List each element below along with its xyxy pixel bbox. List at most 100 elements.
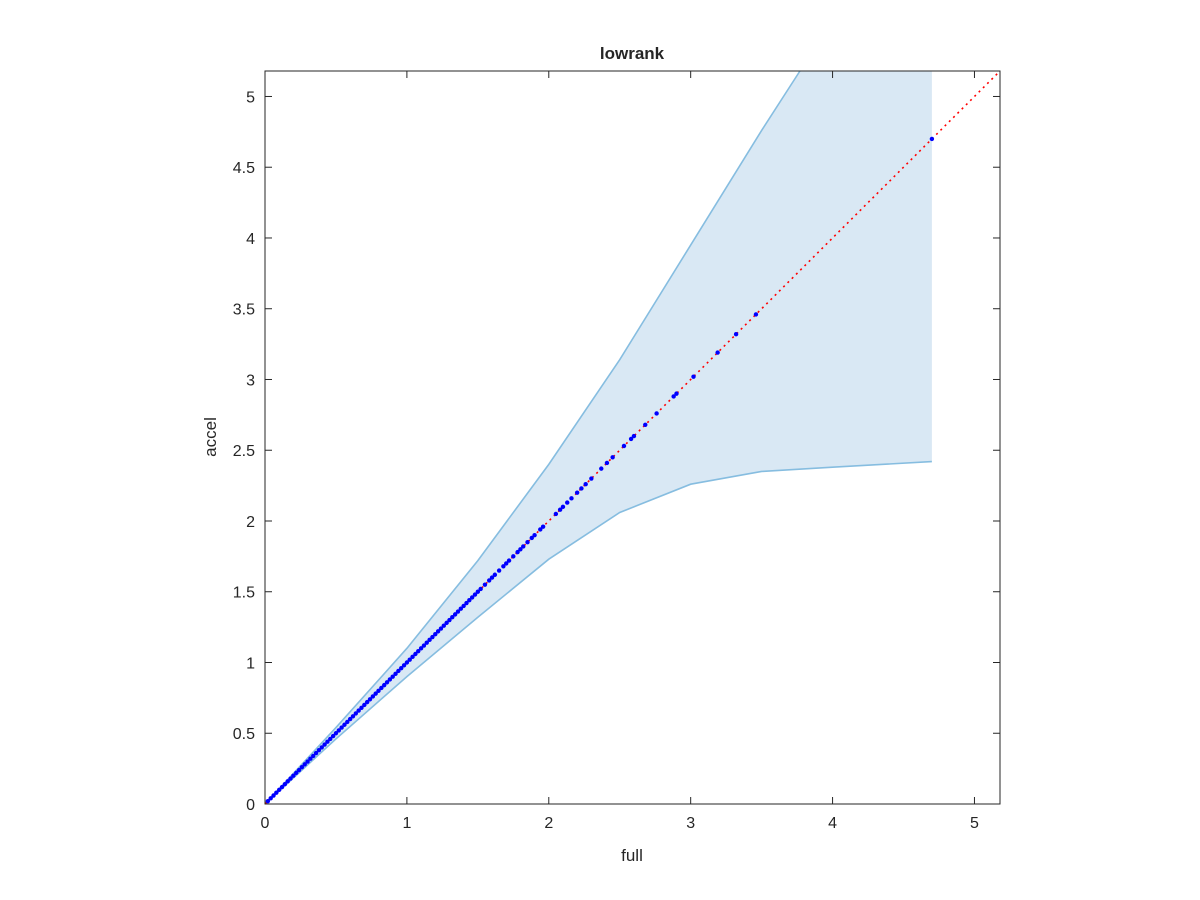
- data-points: [265, 136, 935, 804]
- data-point: [472, 592, 478, 597]
- data-point: [643, 422, 648, 427]
- data-point: [274, 790, 279, 795]
- data-point: [308, 756, 313, 761]
- data-point: [733, 332, 739, 337]
- y-tick-label: 1: [246, 655, 255, 672]
- y-axis-label: accel: [201, 417, 220, 457]
- data-point: [379, 685, 384, 691]
- data-point: [450, 615, 455, 620]
- data-point: [538, 527, 543, 532]
- data-point: [401, 663, 407, 668]
- data-point: [305, 759, 310, 764]
- data-point: [364, 699, 370, 705]
- data-point: [506, 558, 512, 563]
- data-point: [525, 540, 530, 545]
- data-point: [492, 572, 498, 577]
- data-point: [390, 674, 395, 679]
- data-point: [489, 575, 495, 580]
- data-point: [438, 626, 444, 631]
- data-point: [421, 643, 427, 648]
- data-point: [631, 433, 637, 439]
- data-point: [296, 767, 302, 773]
- data-point: [464, 600, 469, 606]
- x-tick-label: 4: [828, 815, 837, 832]
- data-point: [529, 535, 534, 541]
- y-tick-label: 2: [246, 514, 255, 531]
- x-tick-label: 5: [970, 815, 979, 832]
- data-point: [478, 586, 483, 592]
- data-point: [336, 728, 341, 733]
- data-point: [416, 648, 421, 654]
- data-point: [319, 745, 324, 750]
- data-point: [291, 773, 296, 778]
- data-point: [404, 660, 410, 665]
- data-point: [265, 798, 271, 804]
- data-point: [579, 486, 584, 491]
- data-point: [279, 784, 285, 790]
- data-point: [557, 507, 563, 512]
- data-point: [501, 564, 506, 569]
- data-point: [444, 620, 449, 626]
- data-point: [328, 736, 333, 742]
- data-point: [518, 547, 523, 552]
- data-point: [387, 677, 393, 682]
- data-point: [599, 466, 604, 471]
- data-point: [521, 544, 526, 549]
- data-point: [325, 739, 330, 744]
- data-point: [393, 671, 398, 677]
- data-point: [288, 776, 293, 781]
- data-point: [330, 733, 336, 739]
- data-point: [515, 549, 520, 555]
- data-point: [532, 532, 537, 538]
- x-tick-label: 1: [402, 815, 411, 832]
- data-point: [583, 481, 588, 487]
- x-tick-label: 3: [686, 815, 695, 832]
- reference-line-path: [264, 70, 1001, 805]
- data-point: [345, 719, 350, 725]
- data-point: [565, 500, 570, 505]
- data-point: [610, 455, 615, 460]
- y-tick-label: 5: [246, 89, 255, 106]
- data-point: [353, 711, 359, 716]
- data-point: [511, 554, 516, 559]
- data-point: [359, 705, 364, 710]
- data-point: [302, 762, 307, 767]
- data-point: [435, 629, 441, 634]
- data-point: [271, 793, 276, 798]
- data-point: [370, 694, 376, 699]
- data-point: [433, 631, 438, 637]
- data-point: [929, 136, 935, 142]
- band-fill: [265, 71, 932, 804]
- data-point: [441, 623, 446, 628]
- data-point: [424, 640, 429, 645]
- data-point: [604, 460, 610, 466]
- data-point: [469, 595, 475, 600]
- data-point: [715, 350, 720, 355]
- data-point: [452, 612, 458, 617]
- y-tick-label: 0: [246, 797, 255, 814]
- data-point: [294, 770, 299, 776]
- data-point: [322, 742, 327, 747]
- x-tick-label: 2: [544, 815, 553, 832]
- data-point: [333, 731, 339, 736]
- data-point: [458, 606, 464, 611]
- y-tick-label: 4.5: [233, 160, 255, 177]
- data-point: [467, 598, 472, 603]
- data-point: [347, 716, 353, 722]
- y-tick-label: 3: [246, 372, 255, 389]
- data-point: [486, 578, 492, 583]
- data-point: [628, 436, 634, 442]
- data-point: [367, 697, 373, 702]
- y-tick-label: 1.5: [233, 585, 255, 602]
- data-point: [447, 617, 452, 623]
- data-point: [461, 603, 466, 609]
- band-upper-edge: [264, 70, 801, 805]
- data-point: [560, 504, 566, 510]
- data-point: [356, 708, 361, 713]
- data-point: [339, 725, 344, 730]
- data-point: [418, 646, 424, 651]
- data-point: [482, 582, 488, 587]
- data-point: [496, 568, 502, 573]
- x-tick-label: 0: [261, 815, 270, 832]
